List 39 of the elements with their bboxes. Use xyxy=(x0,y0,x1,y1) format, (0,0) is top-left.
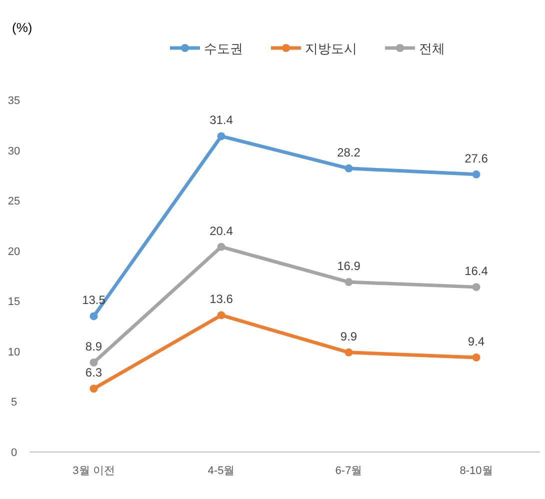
point xyxy=(344,278,353,286)
y-tick-label: 25 xyxy=(8,196,20,208)
legend-label: 수도권 xyxy=(204,41,243,56)
x-tick-label: 3월 이전 xyxy=(72,465,115,477)
y-tick-label: 0 xyxy=(10,447,18,459)
y-axis-title: (%) xyxy=(12,20,32,35)
y-tick-label: 5 xyxy=(10,396,18,409)
point xyxy=(344,348,353,356)
data-label: 31.4 xyxy=(210,113,234,128)
legend-label: 전체 xyxy=(419,41,445,56)
point xyxy=(472,170,480,178)
data-label: 20.4 xyxy=(210,224,234,238)
y-tick-label: 10 xyxy=(8,346,20,358)
x-tick-label: 8-10월 xyxy=(460,465,493,477)
data-label: 9.4 xyxy=(468,334,485,348)
y-tick-label: 15 xyxy=(8,296,20,308)
data-label: 6.3 xyxy=(85,366,102,380)
point xyxy=(217,311,226,320)
x-tick-label: 4-5월 xyxy=(208,465,235,477)
point xyxy=(344,164,353,172)
data-label: 8.9 xyxy=(85,339,102,354)
point xyxy=(217,132,226,140)
data-label: 27.6 xyxy=(464,151,488,166)
point xyxy=(472,283,480,292)
data-label: 28.2 xyxy=(337,145,361,160)
point xyxy=(90,312,98,320)
data-label: 13.6 xyxy=(210,292,234,306)
data-label: 16.4 xyxy=(464,264,488,278)
y-tick-label: 20 xyxy=(8,246,20,258)
y-tick-label: 35 xyxy=(8,95,20,107)
point xyxy=(90,384,98,393)
point xyxy=(217,242,226,251)
point xyxy=(90,358,98,366)
legend-label: 지방도시 xyxy=(305,41,357,56)
data-label: 16.9 xyxy=(337,259,361,274)
x-tick-label: 6-7월 xyxy=(335,465,362,477)
data-label: 9.9 xyxy=(340,329,358,344)
y-tick-label: 30 xyxy=(8,145,20,158)
point xyxy=(472,353,480,362)
